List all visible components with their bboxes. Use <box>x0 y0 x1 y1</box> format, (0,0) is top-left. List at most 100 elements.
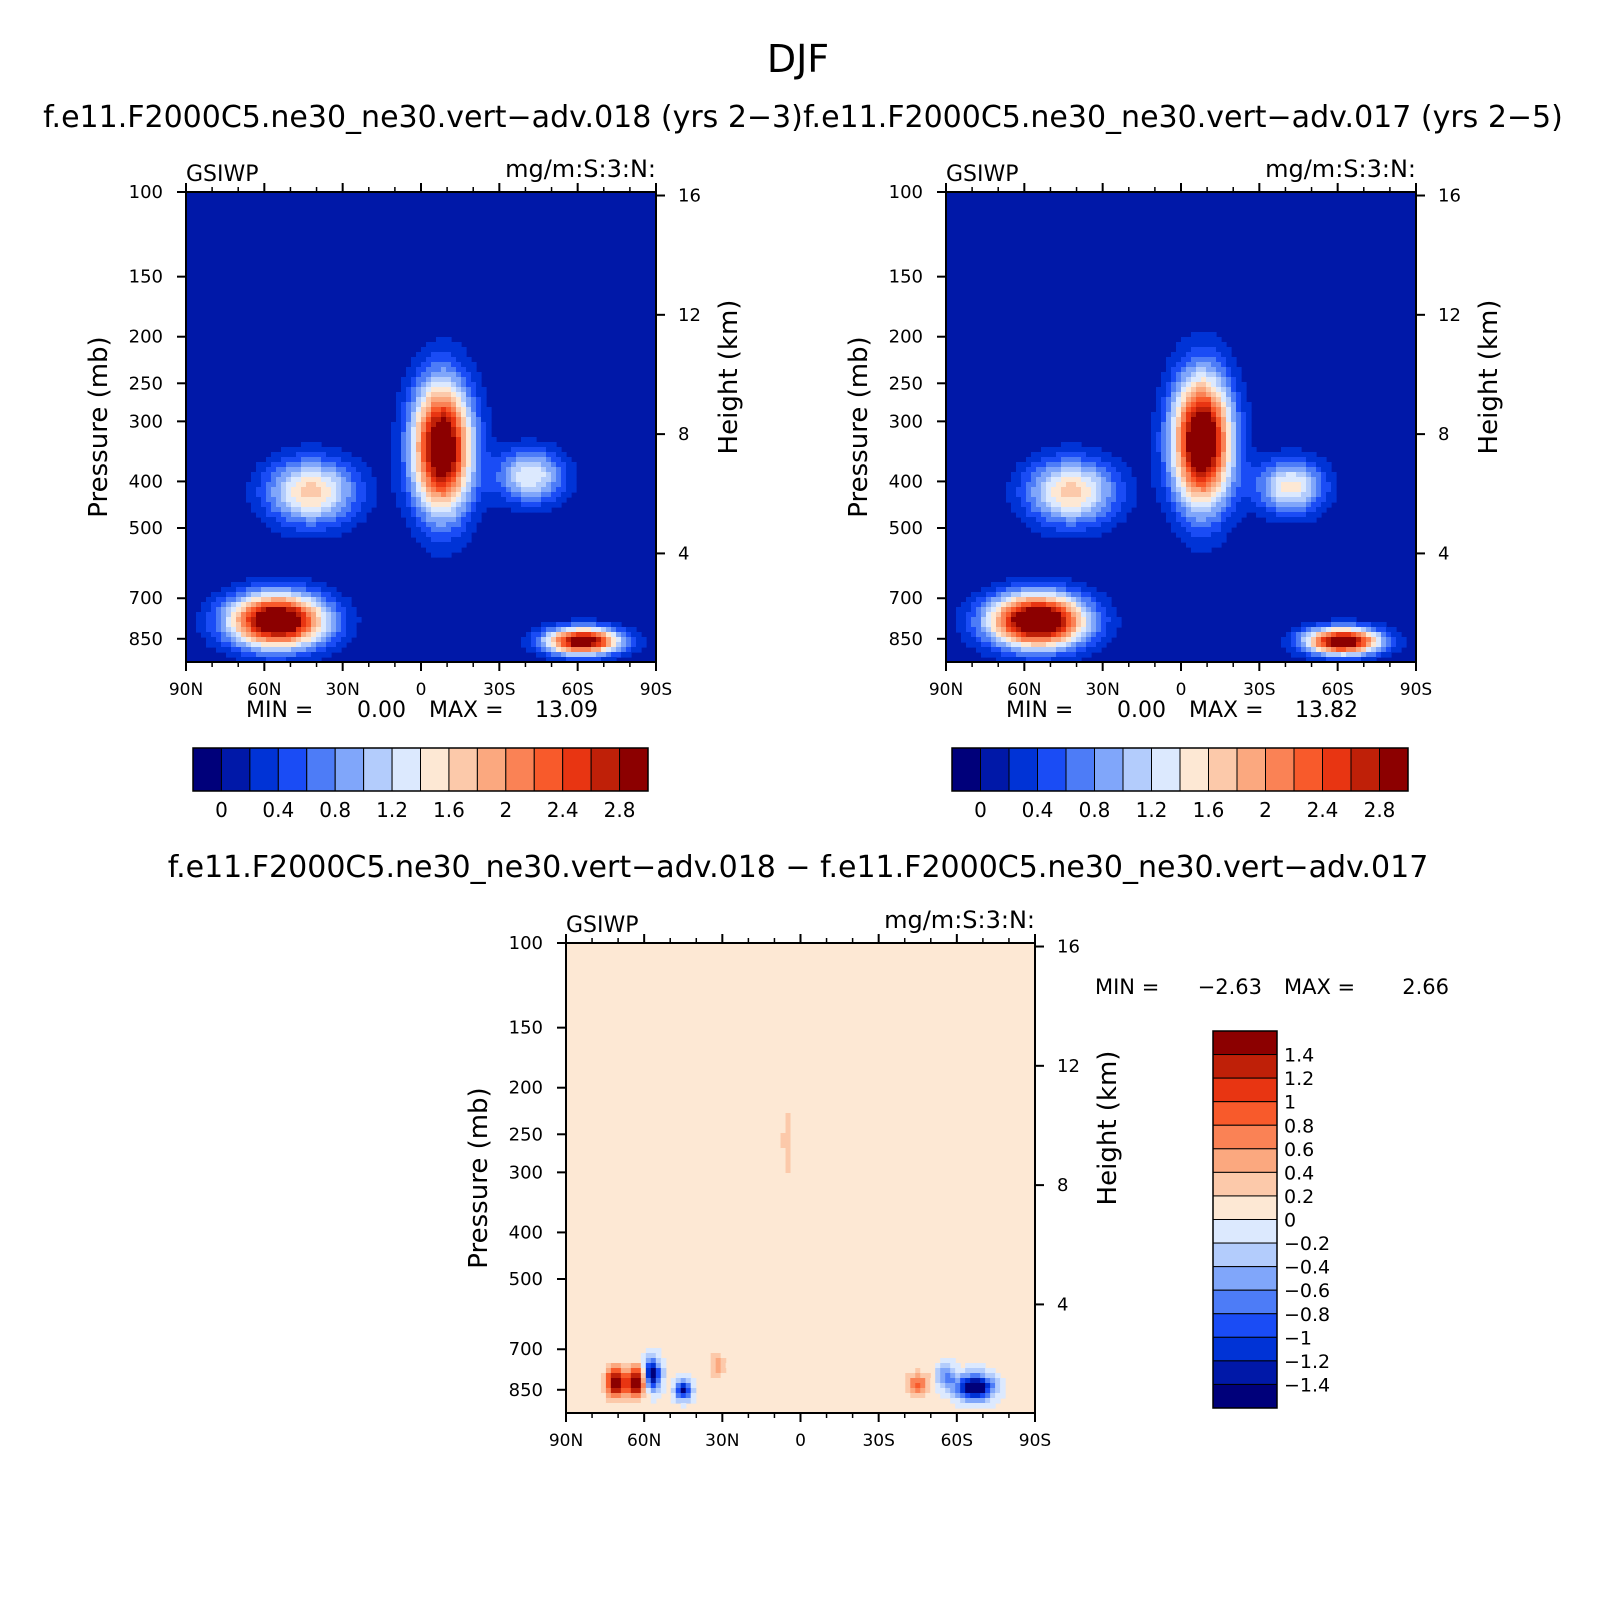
heatmap-cell <box>956 607 962 613</box>
heatmap-cell <box>655 1378 662 1384</box>
heatmap-cell <box>1116 472 1122 478</box>
heatmap-cell <box>956 617 962 623</box>
heatmap-cell <box>251 607 257 613</box>
heatmap-cell <box>905 1373 911 1379</box>
heatmap-cell <box>1106 512 1112 518</box>
heatmap-cell <box>541 477 547 483</box>
heatmap-cell <box>351 497 357 503</box>
heatmap-cell <box>301 612 307 618</box>
heatmap-cell <box>256 582 262 588</box>
heatmap-cell <box>1236 502 1242 508</box>
heatmap-cell <box>1166 407 1172 413</box>
heatmap-cell <box>1006 587 1012 593</box>
heatmap-cell <box>251 647 257 653</box>
heatmap-cell <box>1096 512 1102 518</box>
heatmap-cell <box>531 452 537 458</box>
heatmap-cell <box>1071 657 1077 662</box>
heatmap-cell <box>521 497 527 503</box>
heatmap-cell <box>286 577 292 583</box>
colorbar-tick-label: 0.4 <box>262 798 294 822</box>
heatmap-cell <box>1181 357 1187 363</box>
heatmap-cell <box>591 652 597 658</box>
heatmap-cell <box>556 622 562 628</box>
heatmap-cell <box>281 652 287 658</box>
heatmap-cell <box>1086 492 1092 498</box>
heatmap-cell <box>561 657 567 662</box>
heatmap-cell <box>421 487 427 493</box>
heatmap-cell <box>1086 497 1092 503</box>
heatmap-cell <box>975 1403 981 1409</box>
heatmap-cell <box>635 1398 642 1404</box>
heatmap-cell <box>506 482 512 488</box>
heatmap-cell <box>955 1383 961 1389</box>
heatmap-cell <box>1091 607 1097 613</box>
heatmap-cell <box>1186 392 1192 398</box>
heatmap-cell <box>1201 532 1207 538</box>
heatmap-cell <box>1181 462 1187 468</box>
heatmap-cell <box>925 1373 931 1379</box>
heatmap-cell <box>1196 477 1202 483</box>
heatmap-cell <box>1166 357 1172 363</box>
heatmap-cell <box>1196 382 1202 388</box>
heatmap-cell <box>316 517 322 523</box>
heatmap-cell <box>1281 517 1287 523</box>
heatmap-cell <box>316 502 322 508</box>
heatmap-cell <box>461 467 467 473</box>
heatmap-cell <box>1161 452 1167 458</box>
heatmap-cell <box>1181 492 1187 498</box>
heatmap-cell <box>326 457 332 463</box>
heatmap-cell <box>546 497 552 503</box>
heatmap-cell <box>905 1393 911 1399</box>
heatmap-cell <box>940 1393 946 1399</box>
heatmap-cell <box>966 632 972 638</box>
heatmap-cell <box>1391 632 1397 638</box>
heatmap-cell <box>1066 442 1072 448</box>
heatmap-cell <box>1081 502 1087 508</box>
heatmap-cell <box>1226 522 1232 528</box>
heatmap-cell <box>790 1123 797 1129</box>
heatmap-cell <box>615 1353 622 1359</box>
heatmap-cell <box>281 472 287 478</box>
heatmap-cell <box>1056 467 1062 473</box>
heatmap-cell <box>1006 602 1012 608</box>
heatmap-cell <box>981 632 987 638</box>
heatmap-cell <box>276 622 282 628</box>
heatmap-cell <box>1111 487 1117 493</box>
heatmap-cell <box>481 497 487 503</box>
heatmap-cell <box>421 542 427 548</box>
heatmap-cell <box>1191 412 1197 418</box>
heatmap-cell <box>1181 392 1187 398</box>
heatmap-cell <box>416 487 422 493</box>
heatmap-cell <box>1201 507 1207 513</box>
heatmap-cell <box>1216 487 1222 493</box>
heatmap-cell <box>531 482 537 488</box>
heatmap-cell <box>1211 477 1217 483</box>
heatmap-cell <box>1221 517 1227 523</box>
heatmap-cell <box>536 652 542 658</box>
heatmap-cell <box>940 1383 946 1389</box>
heatmap-cell <box>975 1368 981 1374</box>
heatmap-cell <box>511 492 517 498</box>
heatmap-cell <box>556 452 562 458</box>
heatmap-cell <box>1296 452 1302 458</box>
heatmap-cell <box>685 1373 692 1379</box>
heatmap-cell <box>306 472 312 478</box>
heatmap-cell <box>636 632 642 638</box>
heatmap-cell <box>316 452 322 458</box>
colorbar: 0 0.4 0.8 1.2 1.6 2 2.4 2.8 <box>192 747 649 822</box>
heatmap-cell <box>1171 452 1177 458</box>
heatmap-cell <box>456 457 462 463</box>
heatmap-cell <box>1241 492 1247 498</box>
heatmap-cell <box>401 392 407 398</box>
heatmap-cell <box>436 347 442 353</box>
heatmap-cell <box>461 362 467 368</box>
min-value: 0.00 <box>1117 698 1166 723</box>
heatmap-cell <box>1311 472 1317 478</box>
heatmap-cell <box>1171 462 1177 468</box>
heatmap-cell <box>1071 452 1077 458</box>
heatmap-cell <box>1171 467 1177 473</box>
heatmap-cell <box>421 377 427 383</box>
heatmap-cell <box>1066 482 1072 488</box>
heatmap-cell <box>261 657 267 662</box>
heatmap-cell <box>626 627 632 633</box>
